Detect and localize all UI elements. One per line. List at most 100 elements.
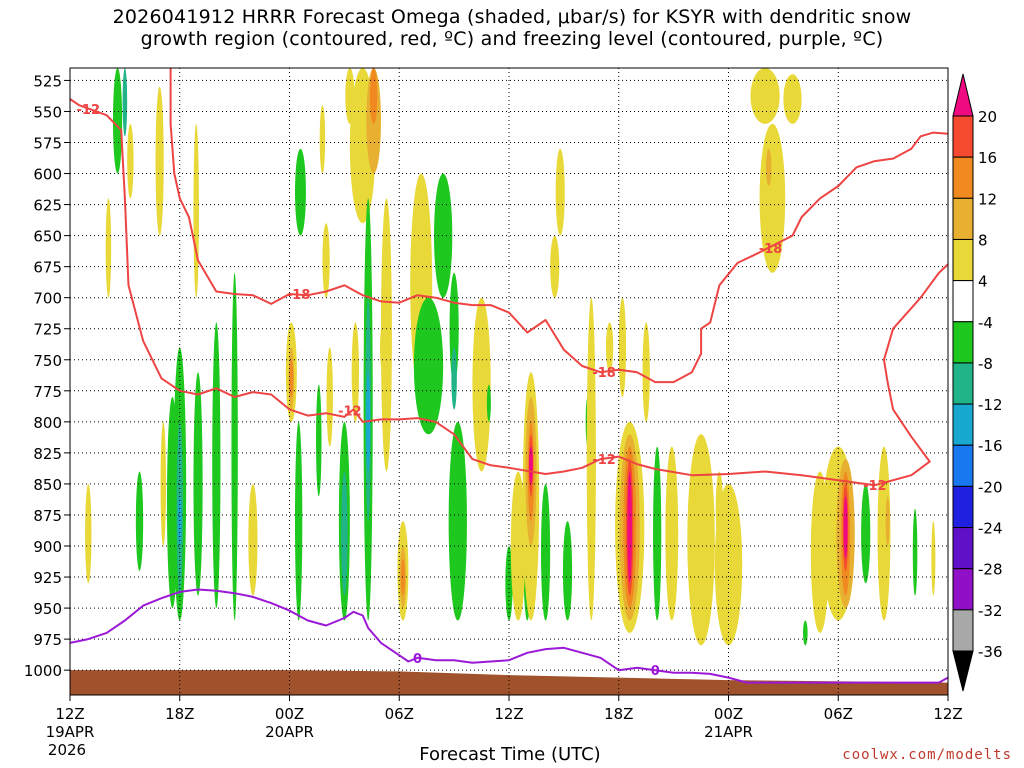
omega-cell-63 [605,322,614,373]
y-tick-label-575: 575 [33,134,62,152]
contour-label-1: -18 [287,288,311,303]
colorbar-band-0 [952,115,974,158]
omega-cell-61 [562,521,573,621]
x-tick-label-6: 00Z [714,705,743,723]
omega-cell-88 [885,496,890,547]
omega-cell-3 [105,198,112,298]
omega-cell-57 [528,446,533,484]
x-tick-date-2: 20APR [265,723,314,741]
y-tick-label-725: 725 [33,321,62,339]
colorbar-label-1: 16 [978,149,997,167]
omega-cell-36 [380,198,392,472]
y-tick-label-550: 550 [33,103,62,121]
omega-cell-19 [289,359,294,398]
contour-line-1 [169,68,948,384]
contour-label-2: -12 [338,405,362,420]
x-tick-label-4: 12Z [494,705,523,723]
omega-cell-91 [803,620,808,646]
gridlines [70,68,948,695]
omega-cell-23 [294,421,303,621]
omega-cell-48 [472,297,491,472]
colorbar-band-9 [952,485,974,529]
x-tick-label-1: 18Z [165,705,194,723]
contour-label-5: -18 [759,242,783,257]
colorbar: 20 16 12 8 4 -4 -8 -12 -16 -20 -24 -28 -32 -36 [952,73,1003,692]
omega-cell-89 [912,508,918,596]
chart-title-line-2: growth region (contoured, red, ºC) and f… [140,28,884,50]
omega-cell-42 [413,297,444,435]
colorbar-band-8 [952,444,974,487]
omega-cell-6 [155,86,164,236]
colorbar-label-6: -8 [978,355,993,373]
colorbar-label-0: 20 [978,108,997,126]
omega-cell-74 [687,434,715,646]
colorbar-band-7 [952,403,974,446]
x-axis-label: Forecast Time (UTC) [419,744,601,765]
colorbar-label-9: -20 [978,478,1003,496]
contour-label-6: -12 [863,479,887,494]
colorbar-band-1 [952,156,974,199]
omega-cell-24 [316,384,322,497]
colorbar-label-7: -12 [978,396,1003,414]
x-tick-label-0: 12Z [55,705,84,723]
y-tick-label-525: 525 [33,72,62,90]
y-tick-label-975: 975 [33,631,62,649]
y-tick-label-600: 600 [33,166,62,184]
x-tick-label-3: 06Z [385,705,414,723]
omega-cell-92 [715,471,724,547]
y-tick-label-750: 750 [33,352,62,370]
x-tick-label-8: 12Z [933,705,962,723]
colorbar-label-4: 4 [978,273,988,291]
colorbar-top-arrow [952,73,974,117]
contour-label-3: -18 [592,366,616,381]
colorbar-band-12 [952,609,974,652]
omega-cell-22 [322,223,330,298]
omega-cell-15 [231,272,238,621]
contour-label-0: -12 [77,103,101,118]
x-tick-label-7: 06Z [824,705,853,723]
y-tick-label-650: 650 [33,228,62,246]
colorbar-label-11: -28 [978,561,1003,579]
omega-cell-44 [434,173,453,298]
omega-cell-78 [765,148,772,186]
colorbar-label-13: -36 [978,643,1003,661]
omega-cell-37 [380,322,386,373]
omega-cell-79 [783,74,802,124]
omega-cell-32 [351,322,360,422]
contour-label-8: 0 [651,664,660,679]
contour-line-0 [70,98,948,487]
colorbar-band-4 [952,280,974,323]
colorbar-label-5: -4 [978,314,993,332]
omega-cell-87 [877,446,891,621]
colorbar-band-5 [952,321,974,364]
chart-title: 2026041912 HRRR Forecast Omega (shaded, … [0,6,1024,50]
omega-cell-90 [931,521,936,596]
omega-cell-76 [750,68,780,124]
omega-cell-21 [319,105,326,174]
contour-line-2 [70,588,948,684]
omega-cell-5 [135,471,144,571]
y-tick-label-800: 800 [33,414,62,432]
omega-cell-60 [555,148,565,236]
omega-cell-64 [586,297,596,621]
y-tick-label-850: 850 [33,476,62,494]
colorbar-label-12: -32 [978,602,1003,620]
omega-cell-4 [85,483,92,584]
y-tick-label-775: 775 [33,383,62,401]
x-tick-date-6: 21APR [704,723,753,741]
y-tick-label-675: 675 [33,259,62,277]
omega-cell-52 [541,483,551,621]
x-tick-label-2: 00Z [275,705,304,723]
omega-cell-65 [618,297,627,398]
omega-cell-72 [653,446,662,621]
omega-cell-20 [294,148,306,236]
colorbar-bottom-arrow [952,650,974,692]
omega-cell-16 [248,483,258,596]
colorbar-band-11 [952,568,974,611]
omega-cell-14 [212,322,221,609]
y-tick-label-875: 875 [33,507,62,525]
omega-cell-46 [451,347,457,410]
omega-cell-31 [369,68,378,124]
